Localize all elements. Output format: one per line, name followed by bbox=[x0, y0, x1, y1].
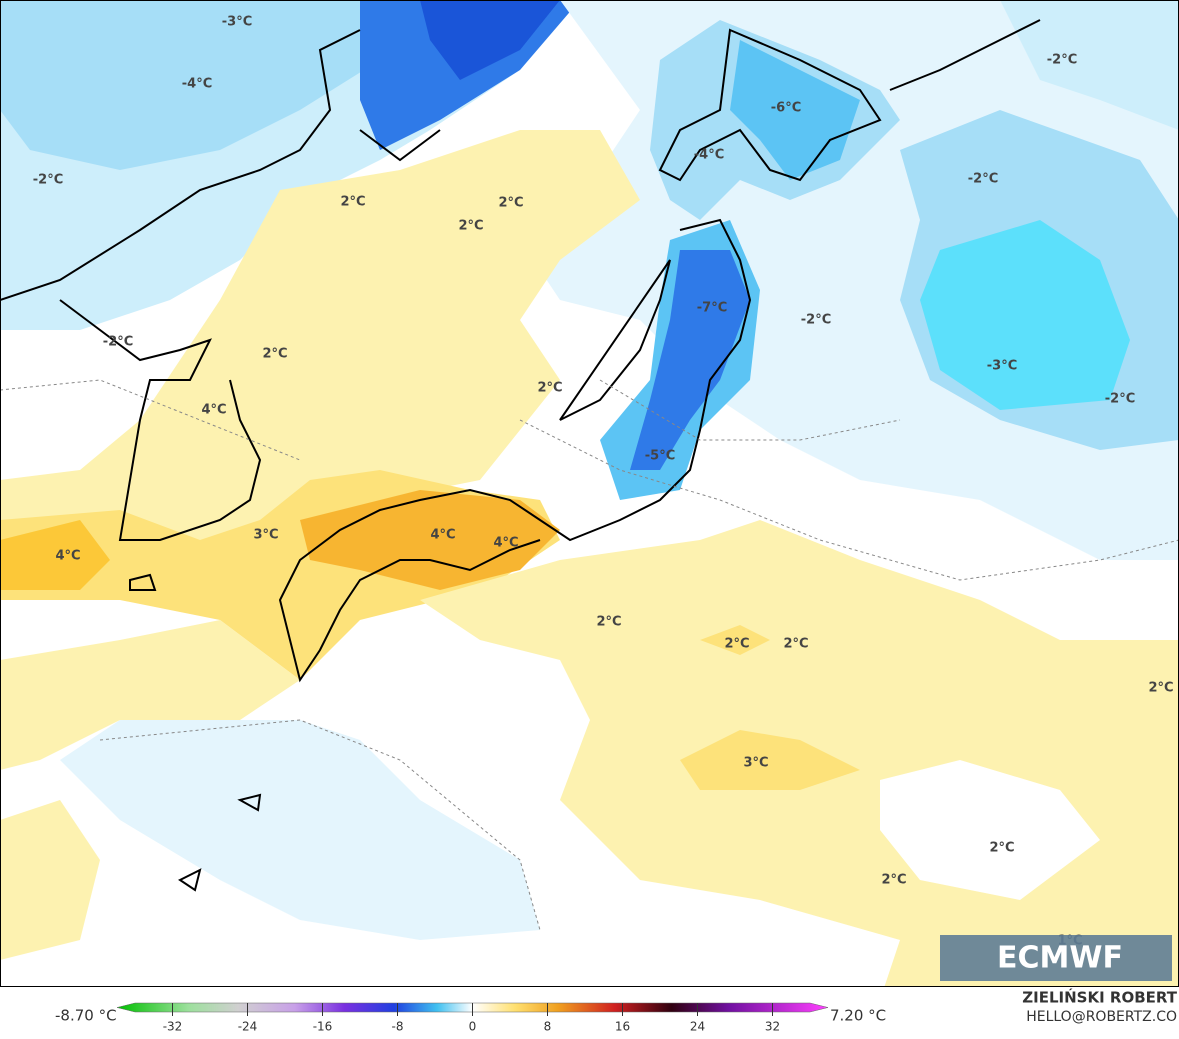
contour-label: 2°C bbox=[596, 615, 621, 630]
credit-contact: HELLO@ROBERTZ.CO bbox=[1026, 1009, 1177, 1025]
contour-label: -2°C bbox=[801, 313, 831, 328]
contour-label: 2°C bbox=[498, 196, 523, 211]
contour-label: -4°C bbox=[694, 148, 724, 163]
contour-label: -2°C bbox=[103, 335, 133, 350]
contour-label: 2°C bbox=[340, 195, 365, 210]
contour-label: 4°C bbox=[201, 403, 226, 418]
contour-label: -2°C bbox=[968, 172, 998, 187]
contour-label: 2°C bbox=[989, 841, 1014, 856]
contour bbox=[0, 379, 1179, 931]
colorbar-tick-label: 32 bbox=[765, 1020, 780, 1034]
contour-label: -6°C bbox=[771, 101, 801, 116]
contour-label: 2°C bbox=[724, 637, 749, 652]
contour-label: 3°C bbox=[743, 756, 768, 771]
colorbar-max: 7.20 °C bbox=[830, 1007, 886, 1025]
colorbar-min: -8.70 °C bbox=[55, 1007, 117, 1025]
contour-label: -3°C bbox=[987, 359, 1017, 374]
credit-author: ZIELIŃSKI ROBERT bbox=[1022, 988, 1177, 1007]
colorbar-tick-label: 24 bbox=[690, 1020, 705, 1034]
contour-label: 4°C bbox=[493, 536, 518, 551]
contour-label: -7°C bbox=[697, 301, 727, 316]
contour-label: 2°C bbox=[458, 219, 483, 234]
contour-label: 4°C bbox=[55, 549, 80, 564]
colorbar-tick-label: -32 bbox=[163, 1020, 183, 1034]
colorbar-tick-label: 16 bbox=[615, 1020, 630, 1034]
coastline bbox=[0, 19, 1041, 892]
map: -3°C -4°C -2°C 2°C 2°C 2°C -6°C -4°C -2°C -2°C -7°… bbox=[0, 0, 1179, 986]
contour-label: 2°C bbox=[262, 347, 287, 362]
colorbar-tick-label: -16 bbox=[313, 1020, 333, 1034]
colorbar-tick-label: 8 bbox=[544, 1020, 552, 1034]
contour-labels: -3°C -4°C -2°C 2°C 2°C 2°C -6°C -4°C -2°C -2°C -7°… bbox=[33, 15, 1174, 949]
contour-label: 2°C bbox=[783, 637, 808, 652]
contour-label: 3°C bbox=[253, 528, 278, 543]
colorbar-tick-label: -24 bbox=[238, 1020, 258, 1034]
contour-label: 4°C bbox=[430, 528, 455, 543]
contour-label: -2°C bbox=[1105, 392, 1135, 407]
colorbar-tick-label: 0 bbox=[469, 1020, 477, 1034]
contour-label: -3°C bbox=[222, 15, 252, 30]
contour-label: -4°C bbox=[182, 77, 212, 92]
contour-label: -2°C bbox=[1047, 53, 1077, 68]
logo: ECMWF bbox=[997, 941, 1123, 976]
contour-label: 2°C bbox=[537, 381, 562, 396]
contour-label: 2°C bbox=[881, 873, 906, 888]
colorbar-tick-label: -8 bbox=[392, 1020, 404, 1034]
logo-box bbox=[940, 935, 1172, 981]
contour-label: -2°C bbox=[33, 173, 63, 188]
contour-label: -5°C bbox=[645, 449, 675, 464]
contour-label: 2°C bbox=[1148, 681, 1173, 696]
